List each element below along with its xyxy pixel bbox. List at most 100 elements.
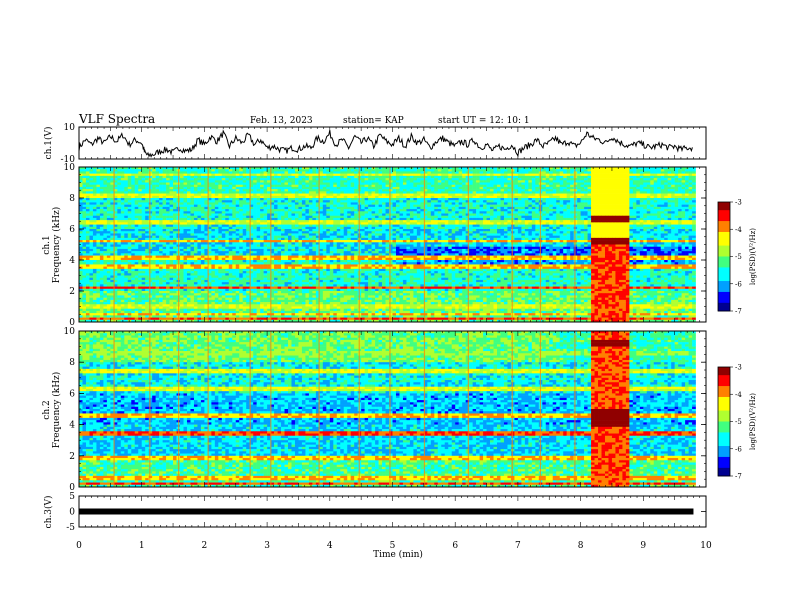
ch1-spectrogram-cell (291, 178, 296, 181)
ch1-spectrogram-cell (82, 220, 87, 223)
ch1-spectrogram-cell (190, 169, 195, 172)
ch1-spectrogram-cell (636, 220, 641, 223)
ch1-spectrogram-cell (249, 220, 254, 223)
ch1-spectrogram-cell (598, 167, 602, 170)
ch1-spectrogram-cell (674, 224, 679, 228)
ch1-spectrogram-cell (580, 184, 585, 188)
ch1-spectrogram-cell (79, 226, 83, 230)
ch1-spectrogram-cell (483, 215, 487, 219)
ch1-spectrogram-cell (378, 178, 383, 181)
ch1-spectrogram-cell (611, 198, 616, 201)
ch1-spectrogram-cell (308, 173, 313, 177)
ch1-spectrogram-cell (448, 178, 453, 181)
ch1-spectrogram-cell (646, 182, 651, 186)
ch1-spectrogram-cell (399, 200, 404, 203)
ch1-spectrogram-cell (458, 222, 463, 225)
ch1-spectrogram-cell (664, 211, 668, 214)
ch1-spectrogram-cell (608, 193, 613, 197)
ch1-spectrogram-cell (559, 217, 564, 221)
ch1-spectrogram-cell (423, 180, 428, 183)
ch1-spectrogram-cell (207, 195, 212, 199)
ch1-spectrogram-cell (618, 202, 623, 205)
ch1-spectrogram-cell (315, 182, 320, 186)
ch1-spectrogram-cell (329, 215, 334, 219)
ch1-spectrogram-cell (409, 184, 414, 188)
ch1-spectrogram-cell (476, 209, 480, 212)
ch1-spectrogram-cell (423, 204, 428, 208)
ch1-spectrogram-cell (503, 193, 508, 197)
ch1-spectrogram-cell (333, 215, 338, 219)
ch1-spectrogram-cell (486, 217, 491, 221)
ch1-spectrogram-cell (378, 193, 383, 197)
ch1-spectrogram-cell (486, 209, 491, 212)
ch1-spectrogram-cell (441, 169, 446, 172)
ch1-spectrogram-cell (197, 215, 202, 219)
ch1-spectrogram-cell (183, 191, 188, 194)
ch1-spectrogram-cell (180, 217, 184, 221)
ch1-spectrogram-cell (298, 198, 303, 201)
ch1-spectrogram-cell (430, 193, 435, 197)
ch1-spectrogram-cell (378, 173, 383, 177)
ch1-spectrogram-cell (371, 180, 376, 183)
ch1-spectrogram-cell (124, 189, 129, 192)
ch1-spectrogram-cell (385, 175, 390, 179)
ch1-spectrogram-cell (416, 204, 421, 208)
ch1-spectrogram-cell (326, 186, 331, 190)
ch1-spectrogram-cell (455, 189, 459, 192)
ch1-spectrogram-cell (559, 213, 564, 217)
ch1-spectrogram-cell (145, 222, 149, 225)
ch1-spectrogram-cell (113, 211, 118, 214)
ch1-spectrogram-cell (211, 180, 216, 183)
ch1-spectrogram-cell (186, 211, 191, 214)
ch1-spectrogram-cell (521, 222, 526, 225)
ch1-spectrogram-cell (570, 186, 574, 190)
ch1-spectrogram-cell (152, 175, 156, 179)
ch1-spectrogram-cell (173, 189, 177, 192)
ch1-spectrogram-cell (173, 193, 177, 197)
ch1-spectrogram-cell (288, 173, 292, 177)
ch1-spectrogram-cell (455, 195, 459, 199)
ch1-spectrogram-cell (402, 191, 407, 194)
ch1-spectrogram-cell (671, 213, 675, 217)
ch1-spectrogram-cell (326, 209, 331, 212)
ch1-spectrogram-cell (535, 186, 540, 190)
ch1-spectrogram-cell (618, 198, 623, 201)
ch1-spectrogram-cell (207, 175, 212, 179)
ch1-spectrogram-cell (521, 193, 526, 197)
ch1-spectrogram-cell (141, 175, 146, 179)
ch1-spectrogram-cell (399, 204, 404, 208)
ch1-spectrogram-cell (545, 173, 550, 177)
ch1-spectrogram-cell (221, 167, 226, 170)
ch1-spectrogram-cell (246, 206, 250, 210)
ch1-spectrogram-cell (490, 217, 494, 221)
ch1-spectrogram-cell (225, 173, 230, 177)
ch1-spectrogram-cell (490, 213, 494, 217)
ch1-spectrogram-cell (159, 182, 163, 186)
ch1-spectrogram-cell (277, 186, 282, 190)
ch1-spectrogram-cell (382, 220, 386, 223)
ch1-spectrogram-cell (441, 217, 446, 221)
ch1-spectrogram-cell (427, 167, 432, 170)
ch1-spectrogram-cell (685, 222, 689, 225)
ch1-spectrogram-cell (549, 200, 554, 203)
ch1-spectrogram-cell (500, 202, 505, 205)
ch1-spectrogram-cell (500, 200, 505, 203)
ch1-spectrogram-cell (448, 211, 453, 214)
ch1-spectrogram-cell (301, 167, 306, 170)
ch1-spectrogram-cell (469, 220, 473, 223)
ch1-spectrogram-cell (371, 213, 376, 217)
ch1-spectrogram-cell (364, 169, 369, 172)
ch1-spectrogram-cell (671, 211, 675, 214)
ch1-spectrogram-cell (462, 215, 466, 219)
ch1-spectrogram-cell (294, 200, 299, 203)
ch1-spectrogram-cell (152, 204, 156, 208)
ch1-spectrogram-cell (643, 186, 648, 190)
ch1-spectrogram-cell (531, 182, 536, 186)
ch1-spectrogram-cell (277, 189, 282, 192)
ch1-spectrogram-cell (577, 202, 581, 205)
ch1-spectrogram-cell (281, 222, 285, 225)
ch1-spectrogram-cell (545, 167, 550, 170)
ch1-spectrogram-cell (402, 206, 407, 210)
ch1-spectrogram-cell (378, 222, 383, 225)
ch1-spectrogram-cell (315, 198, 320, 201)
